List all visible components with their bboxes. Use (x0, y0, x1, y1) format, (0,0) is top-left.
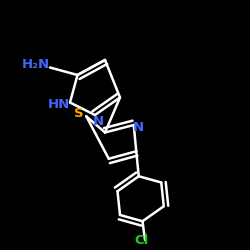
Text: HN: HN (48, 98, 70, 112)
Text: Cl: Cl (134, 234, 148, 246)
Text: N: N (93, 115, 104, 128)
Text: N: N (133, 121, 144, 134)
Text: S: S (74, 107, 84, 120)
Text: H₂N: H₂N (22, 58, 50, 71)
